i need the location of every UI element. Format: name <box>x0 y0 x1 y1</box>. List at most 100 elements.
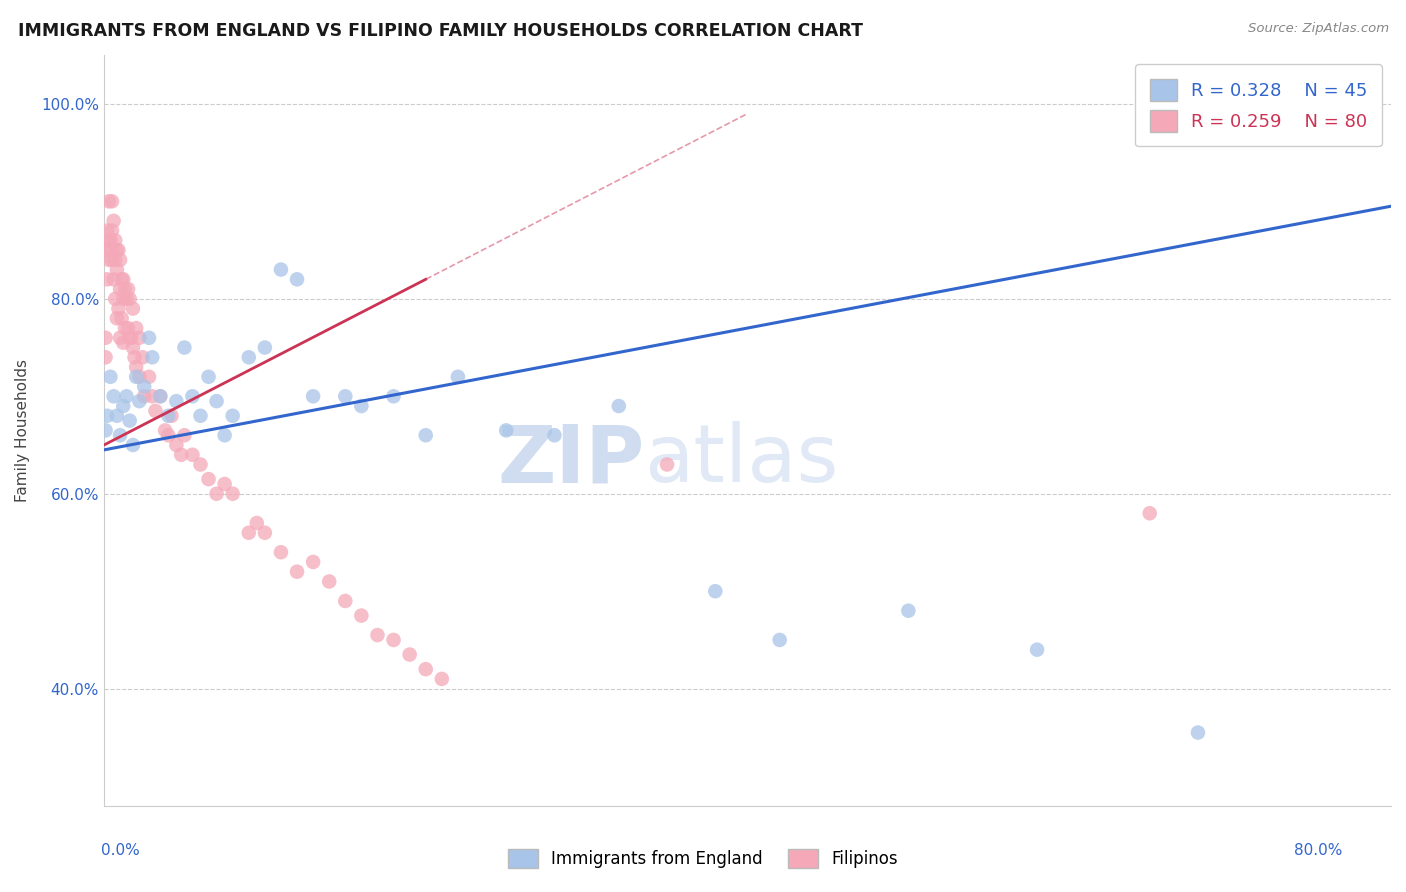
Point <box>115 389 138 403</box>
Point <box>96 243 118 257</box>
Point <box>1139 506 1161 520</box>
Point <box>125 359 148 374</box>
Point <box>101 223 124 237</box>
Point <box>165 394 187 409</box>
Point <box>96 272 118 286</box>
Point <box>238 525 260 540</box>
Point <box>122 341 145 355</box>
Point <box>120 331 142 345</box>
Point <box>103 389 125 403</box>
Point <box>181 448 204 462</box>
Point <box>607 399 630 413</box>
Point <box>107 243 129 257</box>
Point <box>398 648 420 662</box>
Point <box>101 194 124 209</box>
Point <box>128 394 150 409</box>
Point <box>270 545 292 559</box>
Point <box>246 516 269 530</box>
Point <box>335 594 357 608</box>
Point <box>100 233 122 247</box>
Point <box>302 389 325 403</box>
Point <box>1251 106 1274 120</box>
Point <box>160 409 183 423</box>
Point <box>112 292 135 306</box>
Point <box>1187 725 1209 739</box>
Point <box>197 369 219 384</box>
Point <box>105 409 128 423</box>
Point <box>214 477 236 491</box>
Point <box>141 351 163 365</box>
Point <box>118 414 141 428</box>
Point <box>302 555 325 569</box>
Point <box>190 409 212 423</box>
Point <box>238 351 260 365</box>
Point <box>138 331 160 345</box>
Legend: R = 0.328    N = 45, R = 0.259    N = 80: R = 0.328 N = 45, R = 0.259 N = 80 <box>1135 64 1382 146</box>
Point <box>134 379 156 393</box>
Point <box>350 608 373 623</box>
Point <box>108 252 131 267</box>
Point <box>112 272 135 286</box>
Point <box>128 331 150 345</box>
Point <box>430 672 453 686</box>
Point <box>197 472 219 486</box>
Text: Source: ZipAtlas.com: Source: ZipAtlas.com <box>1249 22 1389 36</box>
Point <box>318 574 340 589</box>
Point <box>543 428 565 442</box>
Point <box>107 301 129 316</box>
Point <box>112 399 135 413</box>
Point <box>335 389 357 403</box>
Text: ZIP: ZIP <box>498 421 644 500</box>
Point <box>221 487 243 501</box>
Point <box>97 252 120 267</box>
Point <box>350 399 373 413</box>
Point <box>153 424 176 438</box>
Point <box>124 351 146 365</box>
Point <box>897 604 920 618</box>
Point <box>125 369 148 384</box>
Point <box>97 233 120 247</box>
Point <box>115 292 138 306</box>
Point <box>382 389 405 403</box>
Point <box>134 389 156 403</box>
Point <box>118 331 141 345</box>
Point <box>495 424 517 438</box>
Point <box>103 272 125 286</box>
Point <box>157 428 180 442</box>
Point <box>94 424 117 438</box>
Point <box>100 369 122 384</box>
Point <box>96 409 118 423</box>
Point <box>117 282 139 296</box>
Point <box>125 321 148 335</box>
Point <box>382 632 405 647</box>
Point <box>108 282 131 296</box>
Point <box>221 409 243 423</box>
Point <box>114 321 136 335</box>
Point <box>117 321 139 335</box>
Point <box>108 331 131 345</box>
Point <box>122 301 145 316</box>
Point <box>181 389 204 403</box>
Point <box>108 428 131 442</box>
Point <box>104 252 127 267</box>
Point <box>112 335 135 350</box>
Point <box>205 394 228 409</box>
Y-axis label: Family Households: Family Households <box>15 359 30 502</box>
Text: 80.0%: 80.0% <box>1295 843 1343 858</box>
Point <box>1299 116 1322 130</box>
Point <box>253 341 276 355</box>
Point <box>128 369 150 384</box>
Point <box>105 243 128 257</box>
Point <box>111 272 134 286</box>
Point <box>1026 642 1049 657</box>
Point <box>270 262 292 277</box>
Point <box>141 389 163 403</box>
Text: 0.0%: 0.0% <box>101 843 141 858</box>
Point <box>97 194 120 209</box>
Point <box>122 438 145 452</box>
Point <box>157 409 180 423</box>
Point <box>145 404 167 418</box>
Point <box>100 243 122 257</box>
Point <box>149 389 172 403</box>
Point <box>149 389 172 403</box>
